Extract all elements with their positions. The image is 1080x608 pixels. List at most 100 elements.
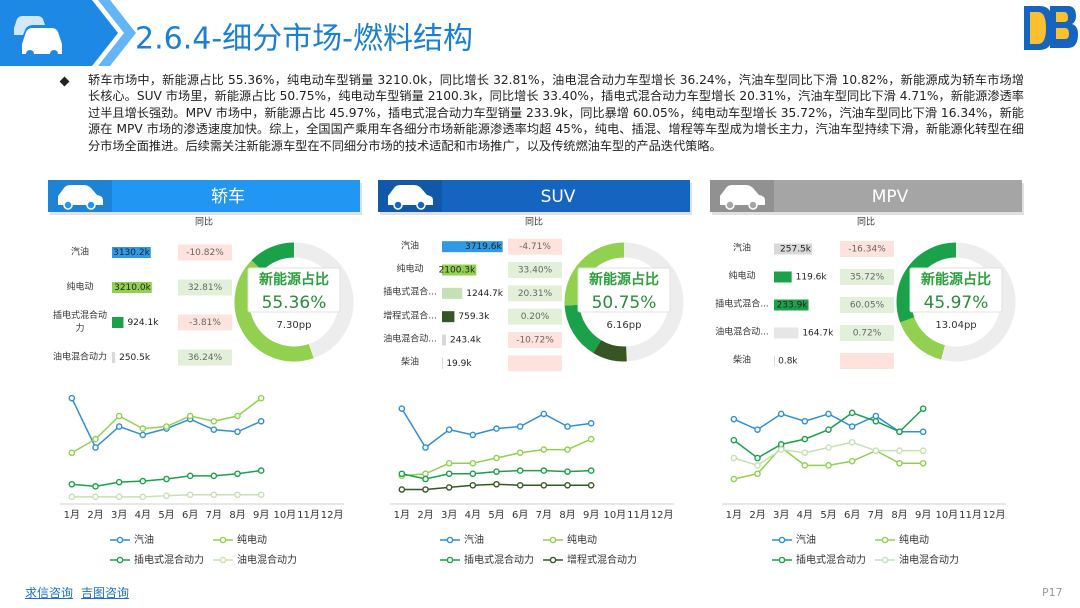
yoy-box [840,353,894,369]
summary-text: 轿车市场中，新能源占比 55.36%，纯电动车型销量 3210.0k，同比增长 … [88,73,1024,153]
legend-label: 插电式混合动力 [796,553,866,566]
bar [112,317,124,328]
car-wheel [393,200,403,210]
bar [112,352,116,363]
legend-label: 插电式混合动力 [464,553,534,566]
legend-label: 纯电动 [237,533,267,546]
series-point [398,405,406,412]
series-point [115,423,123,430]
yoy-label: 36.24% [188,353,223,363]
x-tick-label: 1月 [64,509,80,521]
yoy-box [840,269,894,285]
series-point [493,454,500,462]
yoy-label: -16.34% [848,245,886,255]
donut-segment [623,242,684,362]
yoy-label: -3.81% [189,318,221,328]
yoy-box [840,297,894,313]
yoy-box [178,314,232,331]
car-wheel [748,200,758,210]
x-tick-label: 4月 [797,509,813,521]
series-point [564,468,571,475]
series-point [540,467,548,474]
series-point [234,428,241,436]
yoy-label: 0.72% [853,329,882,339]
x-tick-label: 3月 [111,509,127,521]
series-point [163,423,170,430]
donut-note: 13.04pp [935,320,976,331]
x-tick-label: 2月 [87,509,103,521]
car-body [388,185,433,205]
bar-value-label: 257.5k [780,245,812,255]
bar [774,299,809,311]
series-point [516,481,524,489]
car-body [720,185,765,205]
donut-segment [593,339,627,362]
bar [774,271,792,283]
bar-value-label: 2100.3k [439,266,476,276]
page-title: 2.6.4-细分市场-燃料结构 [135,22,473,57]
yoy-label: 32.81% [188,283,223,293]
series-point [115,478,123,486]
series-point [422,475,429,483]
series-point [257,467,265,474]
yoy-box [508,332,562,348]
series-point [139,493,147,501]
legend-marker [219,536,227,544]
donut-center-box [909,267,1003,313]
series-point [777,441,785,448]
series-point [186,472,194,480]
yoy-box [178,244,232,261]
bar-value-label: 19.9k [446,359,472,369]
footer-link[interactable]: 吉图咨询 [81,586,130,600]
yoy-label: 20.31% [518,289,553,299]
series-point [825,410,832,418]
series-point [801,435,809,443]
series-point [919,405,927,412]
x-tick-label: 4月 [465,509,481,521]
x-tick-label: 4月 [135,509,151,521]
series-point [163,492,170,500]
legend-marker [778,536,786,544]
x-tick-label: 6月 [844,509,860,521]
series-point [68,449,76,457]
legend-label: 插电式混合动力 [134,553,204,566]
bar-value-label: 250.5k [119,353,151,363]
yoy-title: 同比 [857,216,875,228]
series-point [445,459,453,467]
legend-label: 纯电动 [899,533,929,546]
x-tick-label: 10月 [935,509,958,521]
series-point [493,468,500,475]
x-tick-label: 10月 [603,509,626,521]
legend-label: 油电混合动力 [237,553,297,566]
legend-label: 油电混合动力 [899,553,959,566]
series-point [896,447,903,454]
legend-marker [549,536,557,544]
series-point [516,423,524,430]
series-point [469,481,477,489]
bar [442,357,443,369]
series-point [872,417,880,425]
yoy-label: -10.82% [186,248,224,258]
bar-value-label: 0.8k [778,357,798,367]
yoy-label: 35.72% [850,273,885,283]
bar [774,355,775,367]
series-point [801,449,809,457]
yoy-label: 33.40% [518,266,553,276]
donut-center-box [577,267,671,313]
series-point [825,444,832,451]
series-point [257,394,265,402]
bar-value-label: 924.1k [127,318,159,328]
series-point [445,426,453,433]
category-label: 油电混合动力 [52,352,107,362]
legend-marker [116,556,124,564]
donut-note: 6.16pp [607,320,642,331]
series-point [825,426,832,433]
x-tick-label: 9月 [253,509,269,521]
footer-link[interactable]: 求信咨询 [25,586,74,600]
series-point [587,481,595,489]
series-point [777,446,785,453]
x-tick-label: 10月 [273,509,296,521]
yoy-box [508,285,562,302]
series-point [186,412,194,420]
legend-marker [446,556,454,564]
